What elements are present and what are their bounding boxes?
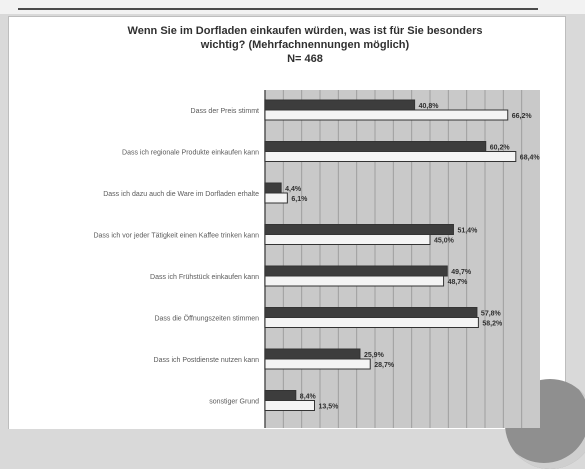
bar-series-2 — [264, 109, 509, 121]
category-label: Dass die Öffnungszeiten stimmen — [154, 315, 259, 323]
data-label: 4,4% — [285, 186, 302, 193]
data-label: 60,2% — [490, 145, 511, 152]
chart-title: Wenn Sie im Dorfladen einkaufen würden, … — [70, 24, 540, 66]
data-label: 66,2% — [512, 113, 533, 120]
plot-area — [265, 90, 540, 428]
bar-series-1 — [264, 307, 478, 318]
category-label: Dass ich Postdienste nutzen kann — [154, 357, 260, 364]
category-label: Dass ich dazu auch die Ware im Dorfladen… — [103, 191, 259, 198]
bar-series-2 — [264, 275, 445, 287]
data-label: 68,4% — [520, 155, 541, 162]
bar-series-1 — [264, 390, 297, 401]
bar-series-2 — [264, 358, 371, 370]
data-label: 58,2% — [482, 321, 503, 328]
data-label: 40,8% — [419, 103, 440, 110]
bar-series-2 — [264, 234, 431, 245]
category-label: Dass ich regionale Produkte einkaufen ka… — [122, 150, 259, 157]
data-label: 8,4% — [300, 394, 317, 401]
bar-chart: Dass der Preis stimmt 40,8% 66,2% Dass ich … — [93, 90, 541, 428]
bar-series-2 — [264, 192, 288, 204]
data-label: 25,9% — [364, 352, 385, 359]
bar-series-1 — [264, 182, 282, 194]
bar-series-1 — [264, 265, 448, 277]
category-label: Dass ich Frühstück einkaufen kann — [150, 274, 259, 281]
category-label: Dass der Preis stimmt — [191, 108, 260, 115]
bar-series-2 — [264, 151, 517, 162]
bar-series-1 — [264, 141, 487, 152]
bar-series-1 — [264, 99, 416, 111]
data-label: 6,1% — [291, 196, 308, 203]
bar-series-2 — [264, 317, 479, 328]
data-label: 48,7% — [448, 279, 469, 286]
data-label: 45,0% — [434, 238, 455, 245]
data-label: 57,8% — [481, 311, 502, 318]
data-label: 28,7% — [374, 362, 395, 369]
chart-title-line-3: N= 468 — [287, 53, 323, 65]
bar-series-2 — [264, 400, 315, 411]
bar-series-1 — [264, 224, 454, 235]
category-label: sonstiger Grund — [209, 399, 259, 406]
top-rule — [18, 8, 538, 10]
top-strip — [0, 0, 585, 14]
bar-series-1 — [264, 348, 361, 360]
data-label: 51,4% — [457, 228, 478, 235]
data-label: 49,7% — [451, 269, 472, 276]
category-label: Dass ich vor jeder Tätigkeit einen Kaffe… — [93, 233, 259, 240]
chart-title-line-2: wichtig? (Mehrfachnennungen möglich) — [200, 39, 410, 51]
chart-title-line-1: Wenn Sie im Dorfladen einkaufen würden, … — [127, 25, 483, 37]
data-label: 13,5% — [319, 404, 340, 411]
